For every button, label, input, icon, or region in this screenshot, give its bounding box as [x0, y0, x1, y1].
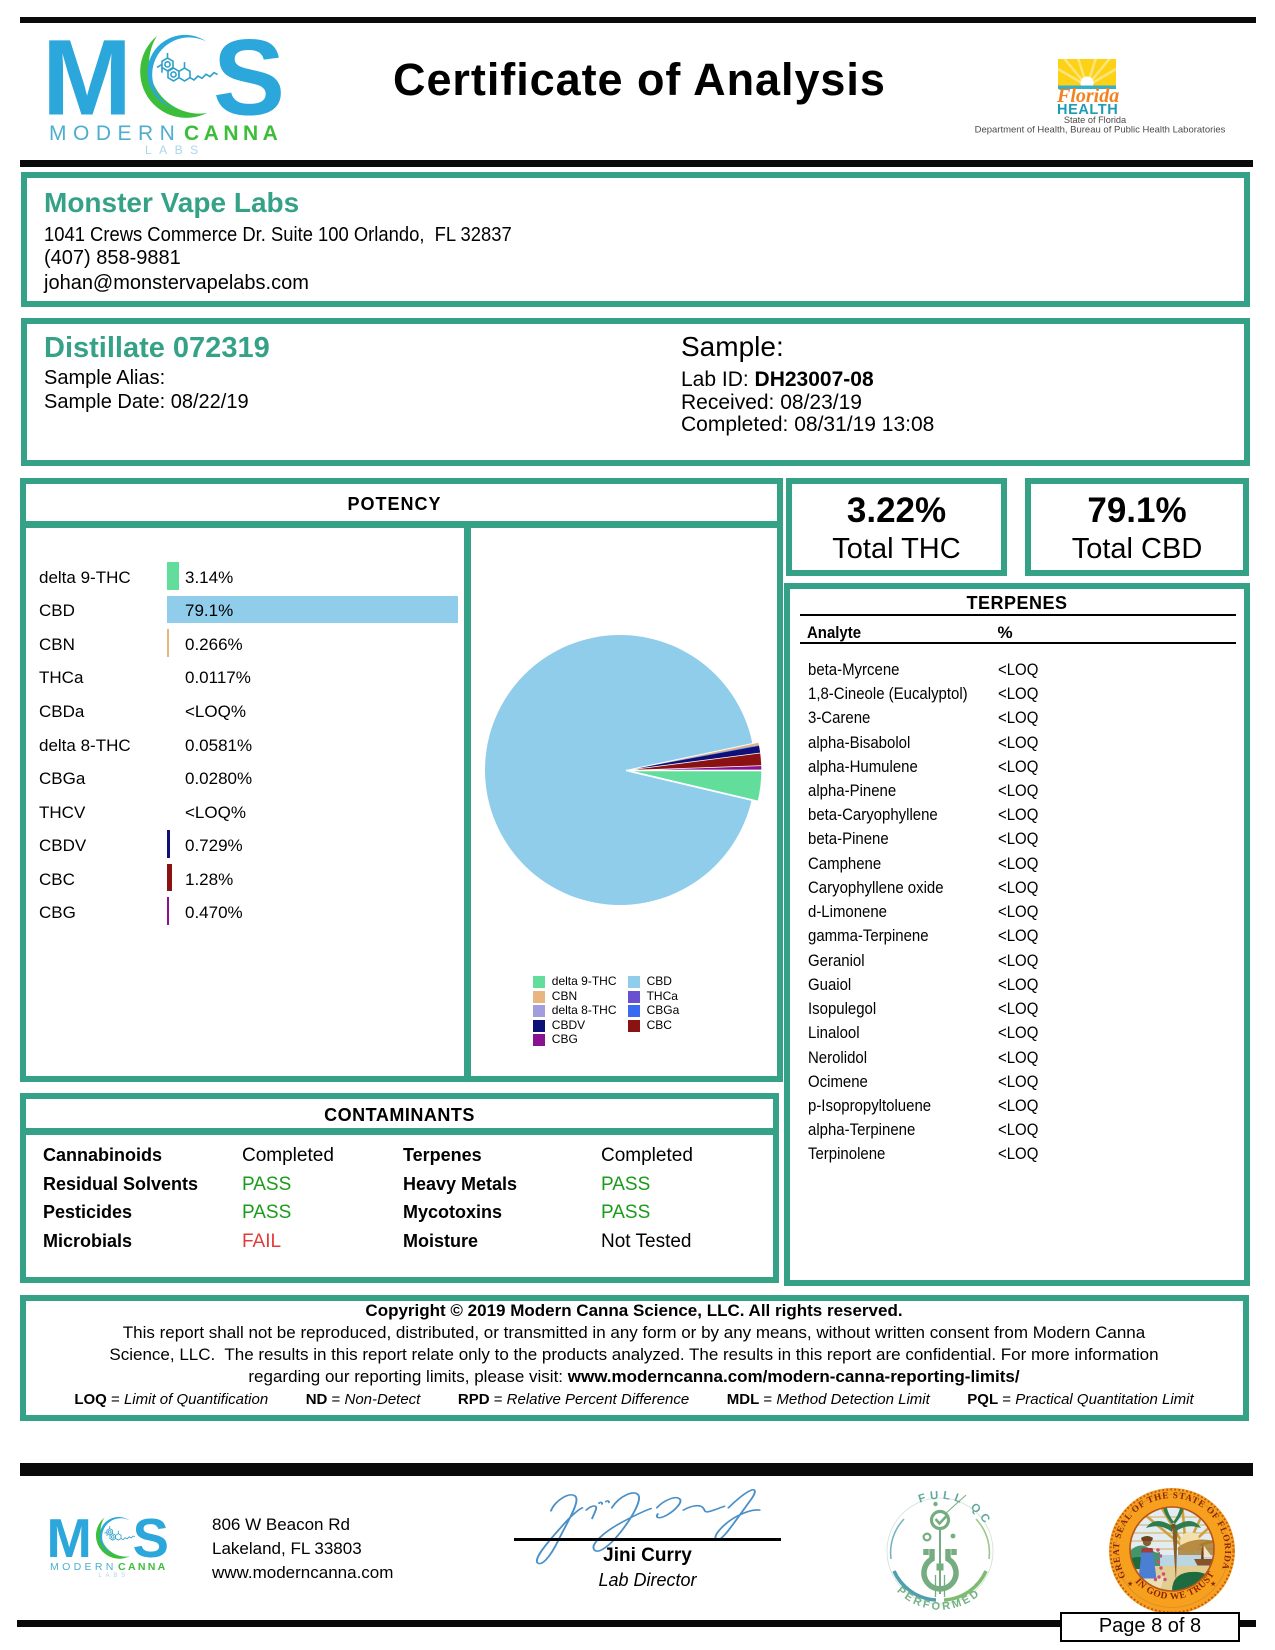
- svg-text:★: ★: [1127, 1580, 1133, 1588]
- svg-text:S: S: [213, 33, 285, 138]
- svg-text:S: S: [133, 1516, 169, 1569]
- svg-text:M: M: [45, 33, 132, 138]
- svg-text:MODERN: MODERN: [49, 122, 181, 145]
- svg-text:CANNA: CANNA: [184, 122, 282, 145]
- svg-text:LABS: LABS: [145, 143, 206, 157]
- svg-text:LABS: LABS: [98, 1573, 129, 1579]
- svg-text:State of Florida: State of Florida: [1064, 115, 1127, 125]
- svg-text:★: ★: [1210, 1580, 1216, 1588]
- svg-text:Department of Health, Bureau o: Department of Health, Bureau of Public H…: [975, 125, 1226, 136]
- svg-text:Florida: Florida: [1056, 85, 1119, 107]
- svg-text:FULL QC: FULL QC: [917, 1490, 994, 1529]
- svg-text:CANNA: CANNA: [118, 1561, 167, 1573]
- svg-text:M: M: [48, 1516, 92, 1569]
- svg-text:MODERN: MODERN: [50, 1561, 117, 1573]
- svg-text:HEALTH: HEALTH: [1057, 102, 1118, 118]
